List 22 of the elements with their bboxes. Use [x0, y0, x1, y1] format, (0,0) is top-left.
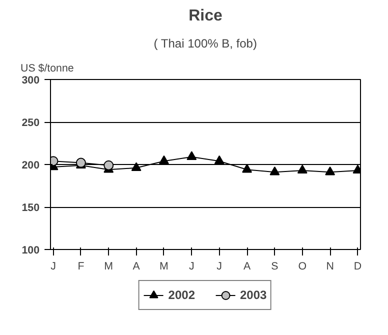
- x-tick-label: F: [78, 260, 85, 272]
- x-tick-label: S: [271, 260, 278, 272]
- x-tick-label: J: [216, 260, 222, 272]
- y-tick-label: 200: [22, 160, 40, 172]
- x-tick-label: A: [243, 260, 252, 272]
- x-tick-label: O: [298, 260, 307, 272]
- y-tick-label: 250: [22, 117, 40, 129]
- x-tick-label: A: [132, 260, 141, 272]
- chart-subtitle: ( Thai 100% B, fob): [154, 36, 257, 50]
- x-tick-label: J: [188, 260, 194, 272]
- x-tick-label: D: [354, 260, 362, 272]
- y-tick-label: 300: [22, 74, 40, 86]
- y-tick-label: 150: [22, 202, 40, 214]
- chart-title: Rice: [188, 8, 222, 24]
- y-axis-title: US $/tonne: [20, 62, 74, 74]
- x-tick-label: N: [326, 260, 334, 272]
- x-tick-label: J: [50, 260, 56, 272]
- legend-label: 2003: [240, 288, 267, 302]
- x-tick-label: M: [104, 260, 114, 272]
- y-tick-label: 100: [22, 244, 40, 256]
- legend-label: 2002: [168, 288, 195, 302]
- x-tick-label: M: [160, 260, 168, 272]
